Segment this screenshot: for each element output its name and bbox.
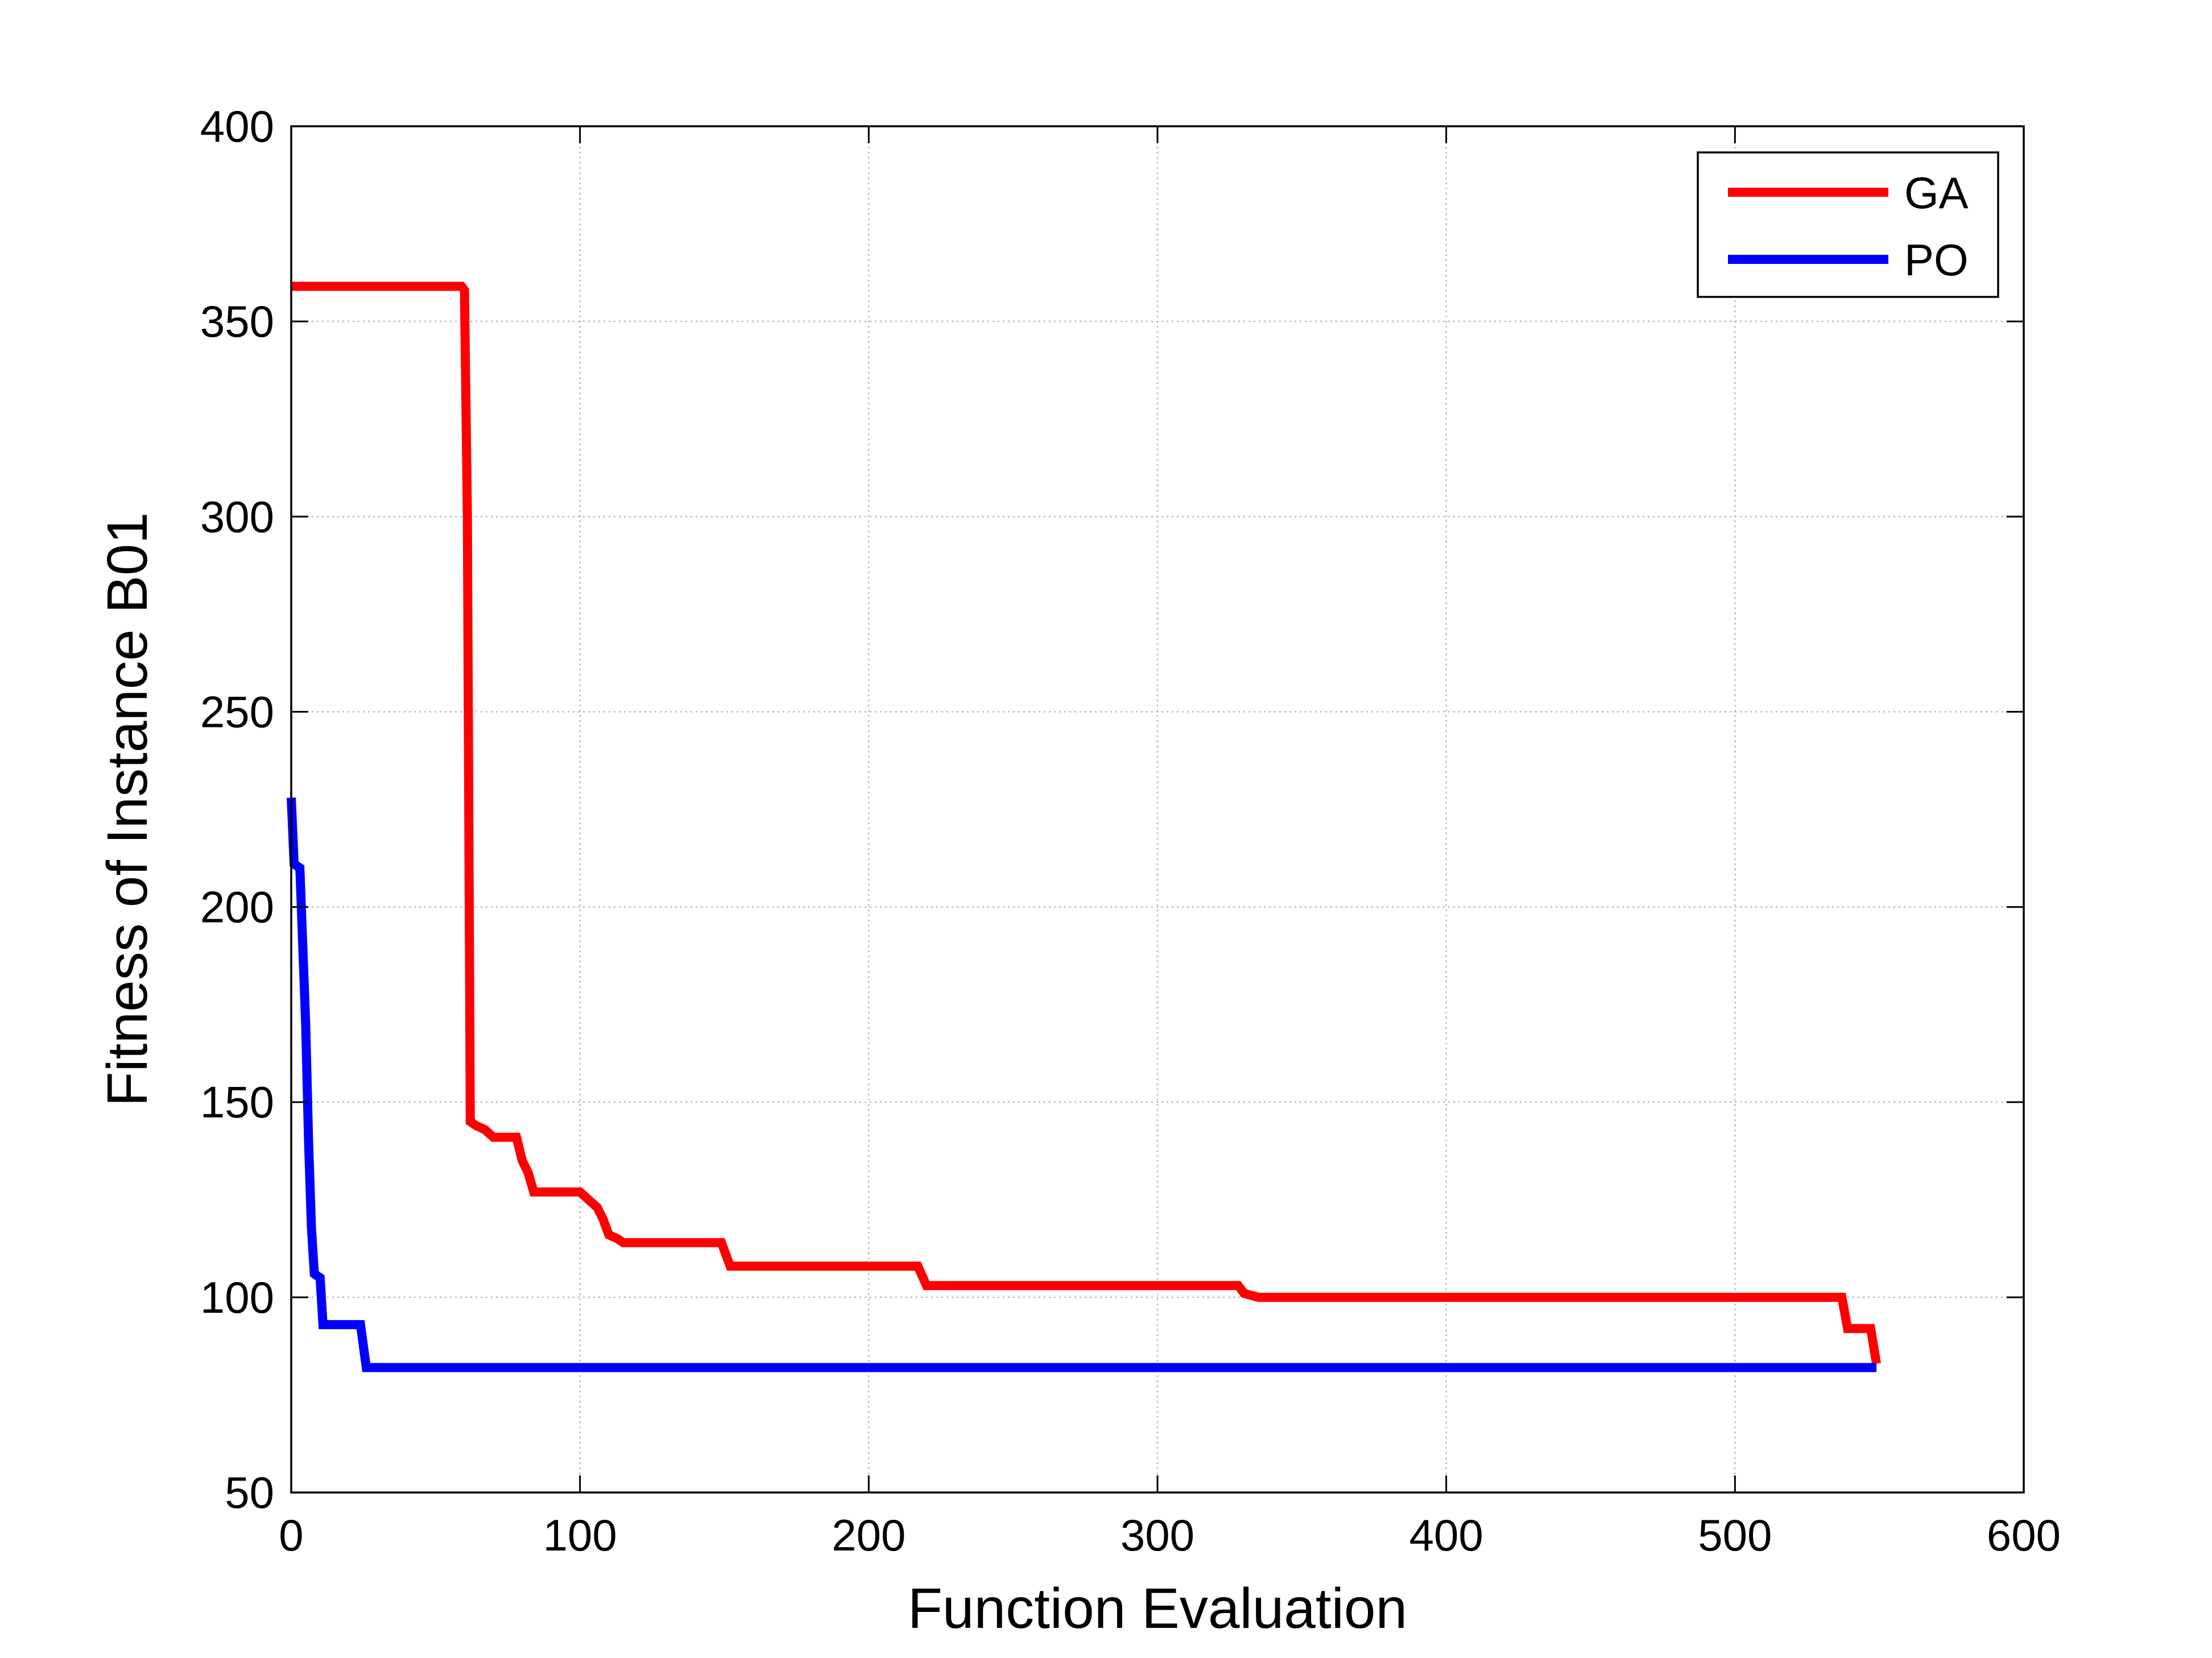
x-tick-label: 300: [1121, 1510, 1194, 1560]
legend-label-po: PO: [1904, 235, 1969, 285]
axis-ticks: [290, 125, 2025, 1494]
y-tick-label: 300: [200, 491, 274, 541]
x-tick-label: 500: [1698, 1510, 1772, 1560]
y-tick-label: 100: [200, 1272, 274, 1322]
y-tick-label: 400: [200, 101, 274, 151]
y-tick-label: 150: [200, 1077, 274, 1127]
y-axis-title: Fitness of Instance B01: [96, 512, 159, 1106]
series-line-ga: [291, 282, 1881, 1365]
x-axis-title: Function Evaluation: [908, 1577, 1407, 1640]
x-tick-label: 0: [279, 1510, 303, 1560]
legend-box: [1697, 151, 1999, 298]
grid: [291, 126, 2024, 1492]
y-tick-label: 250: [200, 687, 274, 737]
x-tick-label: 600: [1987, 1510, 2061, 1560]
x-tick-label: 400: [1409, 1510, 1483, 1560]
legend-label-ga: GA: [1904, 168, 1969, 218]
x-tick-label: 100: [543, 1510, 617, 1560]
y-tick-label: 200: [200, 882, 274, 932]
series-line-po: [287, 797, 1877, 1372]
plot-series: [287, 282, 1881, 1372]
tick-labels: 0 100 200 300 400 500 600 50 100 150 200 250 300 350 4…: [200, 101, 2061, 1560]
legend: GA PO: [1697, 151, 1999, 298]
y-tick-label: 50: [225, 1467, 274, 1518]
x-tick-label: 200: [832, 1510, 906, 1560]
y-tick-label: 350: [200, 296, 274, 346]
